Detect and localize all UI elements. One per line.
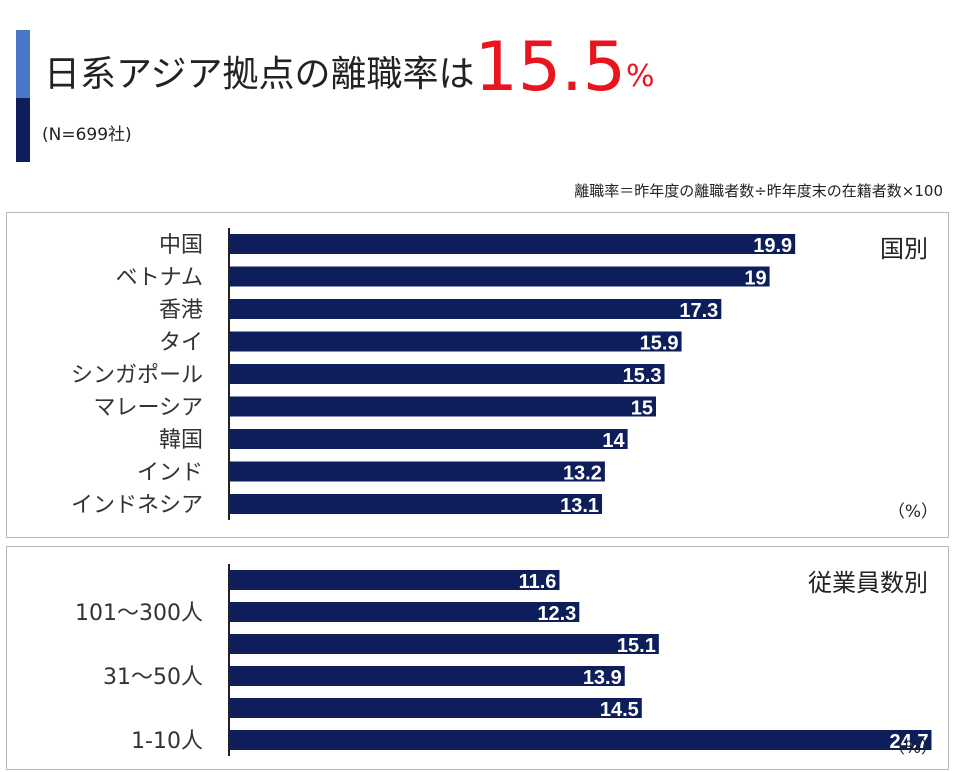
- data-label: 15.3: [623, 365, 662, 387]
- category-label: タイ: [159, 331, 203, 356]
- category-label: シンガポール: [71, 363, 203, 388]
- formula-note: 離職率＝昨年度の離職者数÷昨年度末の在籍者数×100: [574, 182, 943, 200]
- bar: [230, 698, 642, 718]
- title-prefix: 日系アジア拠点の離職率は: [44, 54, 475, 95]
- employee-size-chart-panel: 11.6 12.3 101〜300人 15.1 13.9 31〜50人 14.5 24.7 1-…: [6, 546, 949, 770]
- bar: [230, 299, 722, 319]
- bar: [230, 570, 560, 590]
- category-label: 中国: [159, 233, 203, 258]
- employee-size-chart-title: 従業員数別: [808, 569, 928, 597]
- bar: [230, 234, 796, 254]
- country-chart-unit: （%）: [887, 502, 938, 522]
- data-label: 13.9: [583, 667, 622, 689]
- data-label: 15.1: [617, 635, 656, 657]
- bar: [230, 364, 665, 384]
- data-label: 12.3: [537, 603, 576, 625]
- bar: [230, 461, 605, 482]
- data-label: 14.5: [600, 699, 639, 721]
- data-label: 15: [631, 398, 653, 420]
- bar: [230, 666, 625, 686]
- data-label: 13.2: [563, 463, 602, 485]
- data-label: 19.9: [753, 235, 792, 257]
- page-title: 日系アジア拠点の離職率は15.5%: [44, 28, 654, 117]
- category-label: 31〜50人: [103, 665, 203, 690]
- bar: [230, 266, 770, 287]
- title-accent-dark: [16, 98, 30, 162]
- data-label: 17.3: [679, 300, 718, 322]
- title-highlight-unit: %: [625, 59, 655, 94]
- data-label: 14: [602, 430, 625, 452]
- bar: [230, 634, 659, 654]
- bar: [230, 396, 656, 417]
- category-label: 香港: [159, 298, 203, 323]
- employee-size-chart-unit: （%）: [887, 738, 938, 758]
- bar: [230, 730, 932, 750]
- employee-size-bar-chart: 11.6 12.3 101〜300人 15.1 13.9 31〜50人 14.5 24.7 1-…: [75, 564, 932, 756]
- data-label: 13.1: [560, 495, 599, 517]
- category-label: マレーシア: [93, 396, 203, 421]
- data-label: 24.7: [890, 731, 929, 753]
- category-label: 101〜300人: [75, 601, 203, 626]
- sample-size-note: (N=699社): [42, 125, 132, 145]
- category-label: インドネシア: [71, 493, 203, 518]
- category-label: ベトナム: [116, 266, 203, 291]
- bar: [230, 602, 580, 622]
- country-bar-chart: 19.9 中国 19 ベトナム 17.3 香港 15.9 タイ 15.3 シンガポール 15 マレーシ…: [71, 228, 796, 520]
- category-label: 1-10人: [131, 729, 203, 754]
- bar: [230, 429, 628, 449]
- data-label: 19: [744, 268, 766, 290]
- category-label: インド: [137, 461, 203, 486]
- title-accent-light: [16, 30, 30, 98]
- bar: [230, 331, 682, 352]
- bar: [230, 494, 603, 514]
- data-label: 11.6: [519, 571, 557, 593]
- data-label: 15.9: [640, 333, 679, 355]
- country-chart-title: 国別: [880, 235, 928, 263]
- country-chart-panel: 19.9 中国 19 ベトナム 17.3 香港 15.9 タイ 15.3 シンガポール 15 マレーシ…: [6, 212, 949, 538]
- title-highlight-value: 15.5: [474, 28, 626, 107]
- category-label: 韓国: [159, 428, 203, 453]
